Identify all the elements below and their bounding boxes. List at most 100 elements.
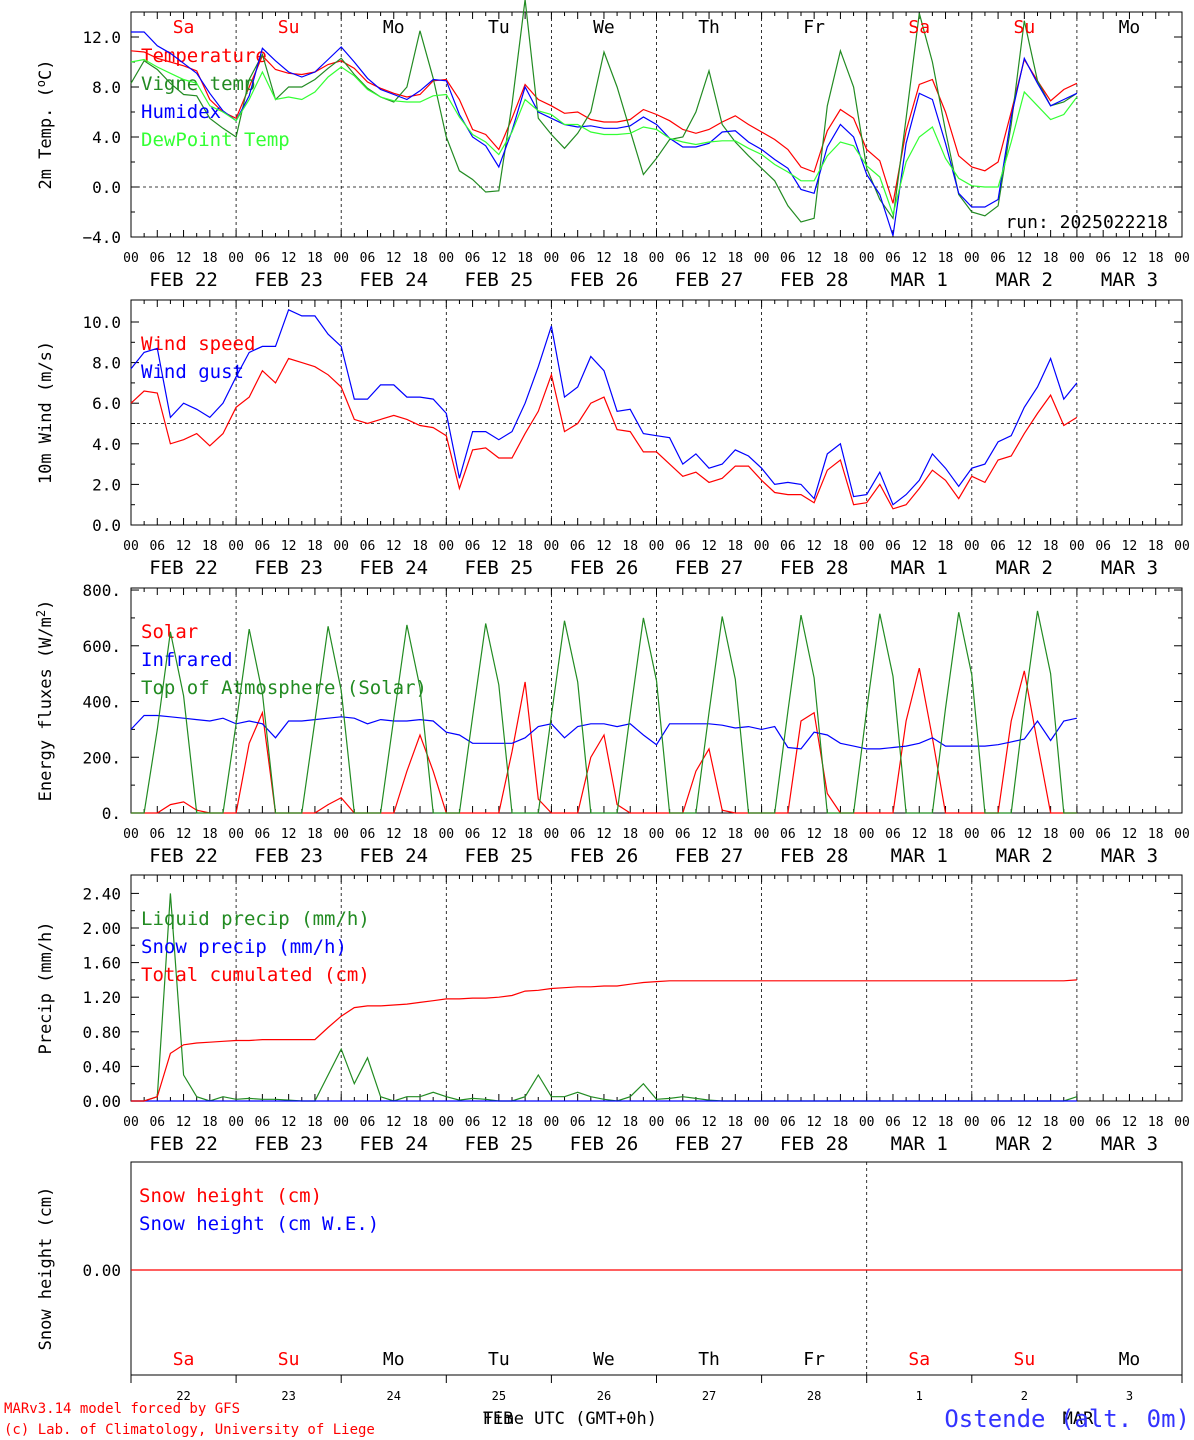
hour-tick-label: 00	[438, 827, 454, 842]
hour-tick-label: 06	[465, 827, 481, 842]
hour-tick-label: 12	[176, 539, 192, 554]
hour-tick-label: 00	[123, 251, 139, 266]
hour-tick-label: 12	[701, 251, 717, 266]
weekday-label: Fr	[803, 17, 825, 38]
day-number-label: 2	[1021, 1389, 1028, 1403]
date-label: FEB 23	[254, 557, 323, 579]
hour-tick-label: 18	[412, 827, 428, 842]
hour-tick-label: 18	[307, 251, 323, 266]
y-tick-label: 0.0	[92, 516, 121, 535]
y-axis-title: Energy fluxes (W/m2)	[34, 600, 56, 802]
date-label: FEB 24	[359, 1133, 428, 1155]
legend-entry: Humidex	[141, 101, 221, 123]
plot-frame	[130, 587, 1183, 814]
date-label: FEB 28	[780, 269, 849, 291]
hour-tick-label: 00	[228, 539, 244, 554]
series-line-temperature	[130, 50, 1078, 204]
hour-tick-label: 18	[622, 1115, 638, 1130]
hour-tick-label: 12	[596, 251, 612, 266]
hour-tick-label: 00	[964, 1115, 980, 1130]
hour-tick-label: 12	[386, 1115, 402, 1130]
hour-tick-label: 06	[255, 539, 271, 554]
series-line-total-cumulated-cm-	[131, 979, 1077, 1102]
hour-tick-label: 06	[570, 1115, 586, 1130]
hour-tick-label: 12	[491, 539, 507, 554]
weekday-label: Sa	[908, 17, 930, 38]
station-label: Ostende (alt. 0m)	[944, 1405, 1190, 1433]
hour-tick-label: 18	[833, 539, 849, 554]
y-tick-label: 4.0	[92, 435, 121, 454]
date-label: FEB 28	[780, 845, 849, 867]
hour-tick-label: 06	[255, 1115, 271, 1130]
hour-tick-label: 06	[1095, 251, 1111, 266]
hour-tick-label: 12	[701, 827, 717, 842]
hour-tick-label: 12	[911, 251, 927, 266]
hour-tick-label: 06	[149, 1115, 165, 1130]
hour-tick-label: 06	[990, 827, 1006, 842]
date-label: FEB 27	[675, 845, 744, 867]
hour-tick-label: 06	[1095, 1115, 1111, 1130]
hour-tick-label: 12	[596, 827, 612, 842]
date-label: FEB 22	[149, 1133, 218, 1155]
legend-entry: DewPoint Temp	[141, 129, 290, 151]
hour-tick-label: 06	[570, 827, 586, 842]
date-label: FEB 26	[570, 1133, 639, 1155]
hour-tick-label: 18	[1148, 827, 1164, 842]
hour-tick-label: 00	[649, 827, 665, 842]
hour-tick-label: 18	[412, 251, 428, 266]
day-number-label: 28	[807, 1389, 821, 1403]
legend-entry: Solar	[141, 621, 198, 643]
series-line-humidex	[131, 31, 1078, 236]
hour-tick-label: 00	[649, 1115, 665, 1130]
weekday-label: Tu	[488, 17, 510, 38]
y-tick-label: 12.0	[82, 28, 121, 47]
hour-tick-label: 12	[176, 1115, 192, 1130]
hour-tick-label: 12	[281, 251, 297, 266]
date-label: FEB 26	[570, 269, 639, 291]
hour-tick-label: 18	[938, 539, 954, 554]
hour-tick-label: 00	[438, 1115, 454, 1130]
weekday-label: Th	[698, 17, 720, 38]
hour-tick-label: 18	[938, 1115, 954, 1130]
hour-tick-label: 06	[990, 251, 1006, 266]
date-label: FEB 23	[254, 1133, 323, 1155]
legend-entry: Snow precip (mm/h)	[141, 936, 347, 958]
hour-tick-label: 06	[885, 539, 901, 554]
weekday-label: Fr	[803, 1349, 825, 1370]
hour-tick-label: 06	[255, 827, 271, 842]
hour-tick-label: 18	[1148, 539, 1164, 554]
hour-tick-label: 18	[727, 251, 743, 266]
hour-tick-label: 06	[780, 827, 796, 842]
y-tick-label: 0.	[102, 804, 121, 823]
hour-tick-label: 00	[544, 539, 560, 554]
day-number-label: 25	[492, 1389, 506, 1403]
hour-tick-label: 06	[570, 539, 586, 554]
date-label: FEB 22	[149, 557, 218, 579]
hour-tick-label: 18	[412, 1115, 428, 1130]
hour-tick-label: 06	[255, 251, 271, 266]
date-label: FEB 22	[149, 269, 218, 291]
date-label: FEB 28	[780, 1133, 849, 1155]
hour-tick-label: 00	[859, 251, 875, 266]
hour-tick-label: 18	[622, 251, 638, 266]
hour-tick-label: 12	[596, 539, 612, 554]
hour-tick-label: 00	[754, 539, 770, 554]
y-tick-label: 1.60	[82, 954, 121, 973]
date-label: FEB 28	[780, 557, 849, 579]
hour-tick-label: 00	[228, 1115, 244, 1130]
date-label: FEB 23	[254, 269, 323, 291]
hour-tick-label: 18	[202, 827, 218, 842]
hour-tick-label: 12	[386, 539, 402, 554]
hour-tick-label: 06	[675, 1115, 691, 1130]
hour-tick-label: 00	[333, 1115, 349, 1130]
hour-tick-label: 12	[911, 1115, 927, 1130]
hour-tick-label: 00	[1069, 251, 1085, 266]
date-label: FEB 26	[570, 557, 639, 579]
hour-tick-label: 00	[1174, 539, 1190, 554]
hour-tick-label: 06	[149, 251, 165, 266]
weekday-label: Su	[1014, 1349, 1036, 1370]
y-tick-label: 2.00	[82, 919, 121, 938]
weekday-label: Su	[278, 17, 300, 38]
y-tick-label: 600.	[82, 637, 121, 656]
